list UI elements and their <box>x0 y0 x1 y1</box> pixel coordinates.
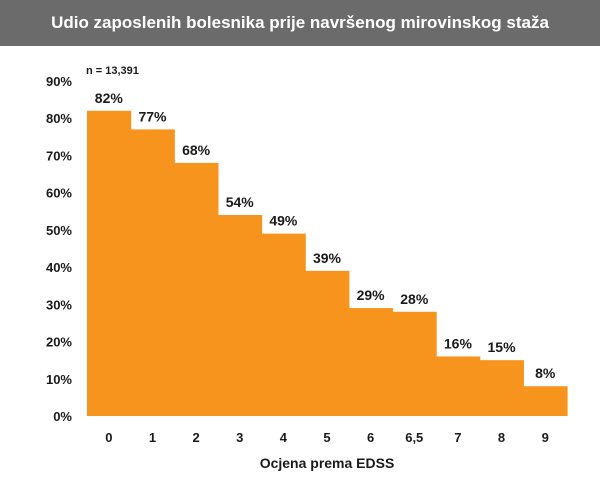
data-label: 16% <box>444 335 473 351</box>
bars-group <box>87 110 568 417</box>
x-axis-label: Ocjena prema EDSS <box>260 455 395 471</box>
bar <box>217 215 263 416</box>
x-axis-ticks: 0 1 2 3 4 5 6 6,5 7 8 9 <box>105 430 549 445</box>
y-tick-label: 70% <box>46 148 72 163</box>
data-label: 54% <box>226 194 255 210</box>
y-tick-label: 40% <box>46 260 72 275</box>
x-tick-label: 3 <box>236 430 243 445</box>
bar <box>392 311 437 416</box>
chart-title: Udio zaposlenih bolesnika prije navršeno… <box>51 13 549 32</box>
x-tick-label: 7 <box>454 430 461 445</box>
y-tick-label: 30% <box>46 297 72 312</box>
chart-title-bar: Udio zaposlenih bolesnika prije navršeno… <box>0 0 600 46</box>
y-tick-label: 60% <box>46 186 72 201</box>
data-label: 15% <box>488 339 517 355</box>
x-tick-label: 6 <box>367 430 374 445</box>
bar <box>523 386 568 416</box>
y-tick-label: 80% <box>46 111 72 126</box>
x-tick-label: 0 <box>105 430 112 445</box>
y-tick-label: 50% <box>46 223 72 238</box>
chart-area: 0% 10% 20% 30% 40% 50% 60% 70% 80% 90% 82% 77% 68% 5… <box>0 46 600 477</box>
data-label: 8% <box>535 365 556 381</box>
data-label: 77% <box>138 108 167 124</box>
bar <box>174 162 219 416</box>
data-label: 49% <box>269 213 298 229</box>
bar <box>479 360 524 416</box>
x-tick-label: 1 <box>149 430 156 445</box>
bar <box>348 308 394 416</box>
x-tick-label: 4 <box>280 430 288 445</box>
data-label: 82% <box>95 90 124 106</box>
data-label: 68% <box>182 142 211 158</box>
x-tick-label: 2 <box>192 430 199 445</box>
y-tick-label: 10% <box>46 372 72 387</box>
x-tick-label: 6,5 <box>405 430 423 445</box>
bar <box>87 110 132 417</box>
bar <box>261 233 306 416</box>
y-tick-label: 0% <box>53 409 72 424</box>
y-axis-ticks: 0% 10% 20% 30% 40% 50% 60% 70% 80% 90% <box>46 74 72 424</box>
bar <box>436 356 481 416</box>
x-tick-label: 9 <box>542 430 549 445</box>
x-tick-label: 8 <box>498 430 505 445</box>
bar-chart: 0%10%20%30%40%50%60%70%80%90% 82%77%68%5… <box>46 65 568 471</box>
data-label: 39% <box>313 250 342 266</box>
sample-size-note: n = 13,391 <box>86 65 139 77</box>
y-tick-label: 20% <box>46 335 72 350</box>
data-labels-group: 82% 77% 68% 54% 49% 39% 29% 28% 16% 15% 8% <box>95 90 556 381</box>
data-label: 28% <box>400 291 429 307</box>
x-tick-label: 5 <box>323 430 330 445</box>
bar <box>305 270 350 416</box>
y-tick-label: 90% <box>46 74 72 89</box>
data-label: 29% <box>357 287 386 303</box>
bar <box>130 129 175 416</box>
